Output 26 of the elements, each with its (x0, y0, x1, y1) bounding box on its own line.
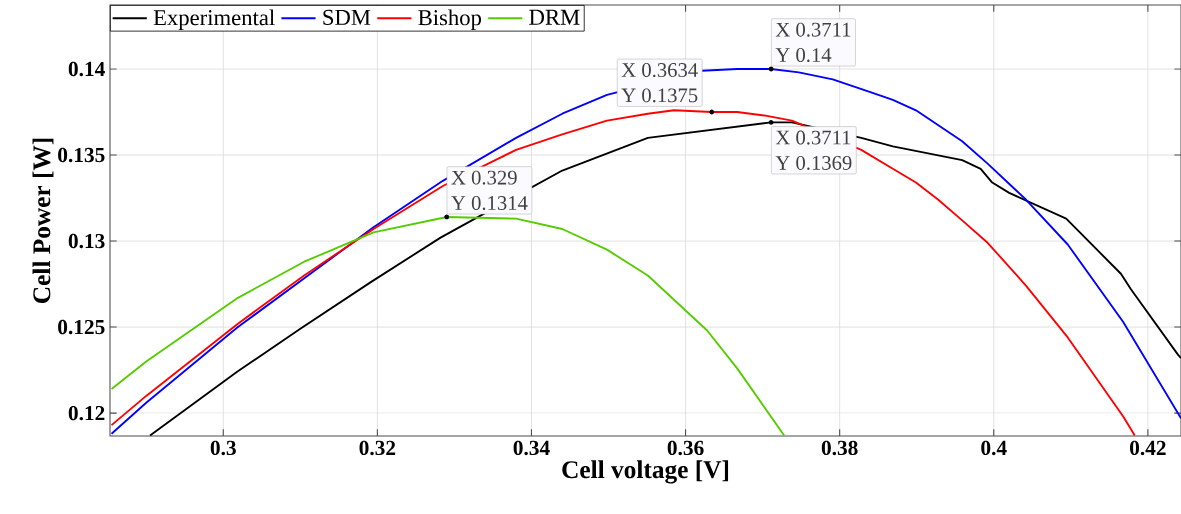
annotation: X 0.3711 (775, 130, 851, 145)
x-tick-label: 0.42 (1130, 440, 1166, 456)
x-tick-label: 0.3 (210, 440, 236, 456)
y-axis-title: Cell Power [W] (32, 138, 54, 303)
annotation: Y 0.14 (775, 48, 832, 63)
x-tick-label: 0.32 (359, 440, 396, 456)
annotation: Y 0.1369 (775, 155, 852, 170)
x-tick-label: 0.4 (981, 440, 1007, 456)
x-tick-label: 0.34 (513, 440, 550, 456)
y-tick-label: 0.12 (68, 405, 105, 421)
y-tick-label: 0.14 (68, 61, 105, 77)
y-tick-label: 0.135 (58, 147, 105, 163)
x-axis-title: Cell voltage [V] (562, 460, 729, 484)
annotation: X 0.329 (451, 170, 517, 185)
annotation: Y 0.1314 (451, 196, 528, 211)
y-tick-label: 0.13 (68, 233, 105, 249)
annotation: Y 0.1375 (621, 88, 698, 103)
legend-label: Bishop (418, 9, 482, 30)
annotation: X 0.3634 (621, 63, 698, 78)
annotation: X 0.3711 (775, 22, 851, 37)
text: DRM (529, 9, 580, 25)
x-tick-label: 0.36 (667, 440, 704, 456)
y-tick-label: 0.125 (58, 319, 105, 335)
x-tick-label: 0.38 (821, 440, 858, 456)
legend-label: SDM (323, 9, 371, 25)
legend-label: Experimental (153, 9, 275, 30)
